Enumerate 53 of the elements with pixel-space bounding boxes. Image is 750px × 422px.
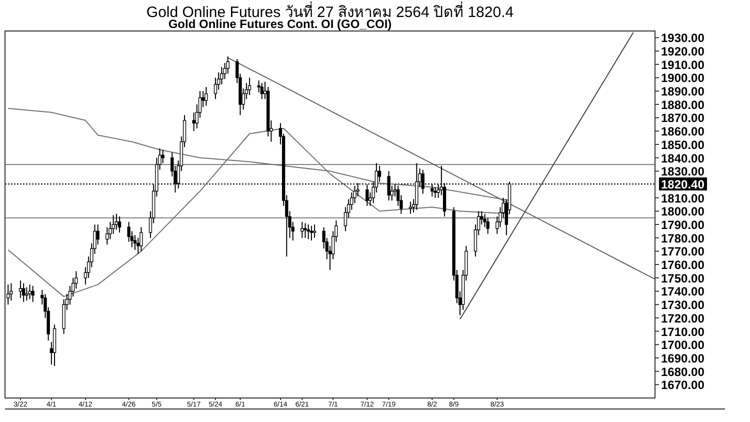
candlestick xyxy=(114,213,118,230)
candlestick xyxy=(434,186,437,198)
candlestick xyxy=(304,222,307,238)
y-tick-label: 1730.00 xyxy=(661,298,705,312)
candlestick xyxy=(18,280,22,298)
candlestick xyxy=(366,184,369,206)
y-tick-label: 1720.00 xyxy=(661,311,705,326)
candlestick xyxy=(25,286,28,302)
candlestick xyxy=(28,284,32,300)
candlestick xyxy=(133,234,137,250)
y-tick-label: 1760.00 xyxy=(661,258,705,272)
y-tick-label: 1920.00 xyxy=(661,44,705,59)
y-tick-label: 1800.00 xyxy=(661,204,705,219)
candlestick xyxy=(118,216,122,234)
candlestick xyxy=(22,282,26,302)
y-tick-label: 1870.00 xyxy=(661,111,705,126)
candlestick xyxy=(486,217,490,234)
y-tick-label: 1770.00 xyxy=(661,244,705,259)
candlestick xyxy=(192,112,196,132)
candlestick xyxy=(10,282,13,302)
candlestick xyxy=(6,284,10,306)
candlestick xyxy=(300,221,304,238)
candlestick xyxy=(310,225,314,242)
candlestick xyxy=(96,224,100,246)
candlestick xyxy=(204,86,208,106)
candlestick xyxy=(408,201,412,214)
y-tick-label: 1700.00 xyxy=(661,338,705,352)
ref-line-label: 1820.40 xyxy=(661,177,705,192)
y-tick-label: 1710.00 xyxy=(661,324,705,339)
y-tick-label: 1810.00 xyxy=(661,191,705,206)
y-tick-label: 1880.00 xyxy=(661,98,705,112)
y-tick-label: 1850.00 xyxy=(661,138,705,152)
y-tick-label: 1740.00 xyxy=(661,284,705,299)
y-tick-label: 1690.00 xyxy=(661,351,705,366)
y-tick-label: 1780.00 xyxy=(661,231,705,246)
candlestick xyxy=(248,77,252,96)
y-tick-label: 1910.00 xyxy=(661,58,705,72)
y-tick-label: 1750.00 xyxy=(661,271,705,286)
y-tick-label: 1670.00 xyxy=(661,378,705,392)
y-tick-label: 1930.00 xyxy=(661,31,705,46)
chart-subtitle: Gold Online Futures Cont. OI (GO_COI) xyxy=(168,17,392,31)
y-tick-label: 1900.00 xyxy=(661,71,705,86)
candlestick xyxy=(306,224,310,240)
candlestick xyxy=(31,285,34,302)
candlestick xyxy=(140,226,143,252)
y-tick-label: 1860.00 xyxy=(661,124,705,139)
candlestick xyxy=(260,82,264,100)
y-tick-label: 1890.00 xyxy=(661,84,705,99)
y-tick-label: 1790.00 xyxy=(661,218,705,232)
y-tick-label: 1830.00 xyxy=(661,164,705,179)
candlestick xyxy=(312,224,316,238)
y-tick-label: 1840.00 xyxy=(661,151,705,166)
y-tick-label: 1680.00 xyxy=(661,364,705,379)
